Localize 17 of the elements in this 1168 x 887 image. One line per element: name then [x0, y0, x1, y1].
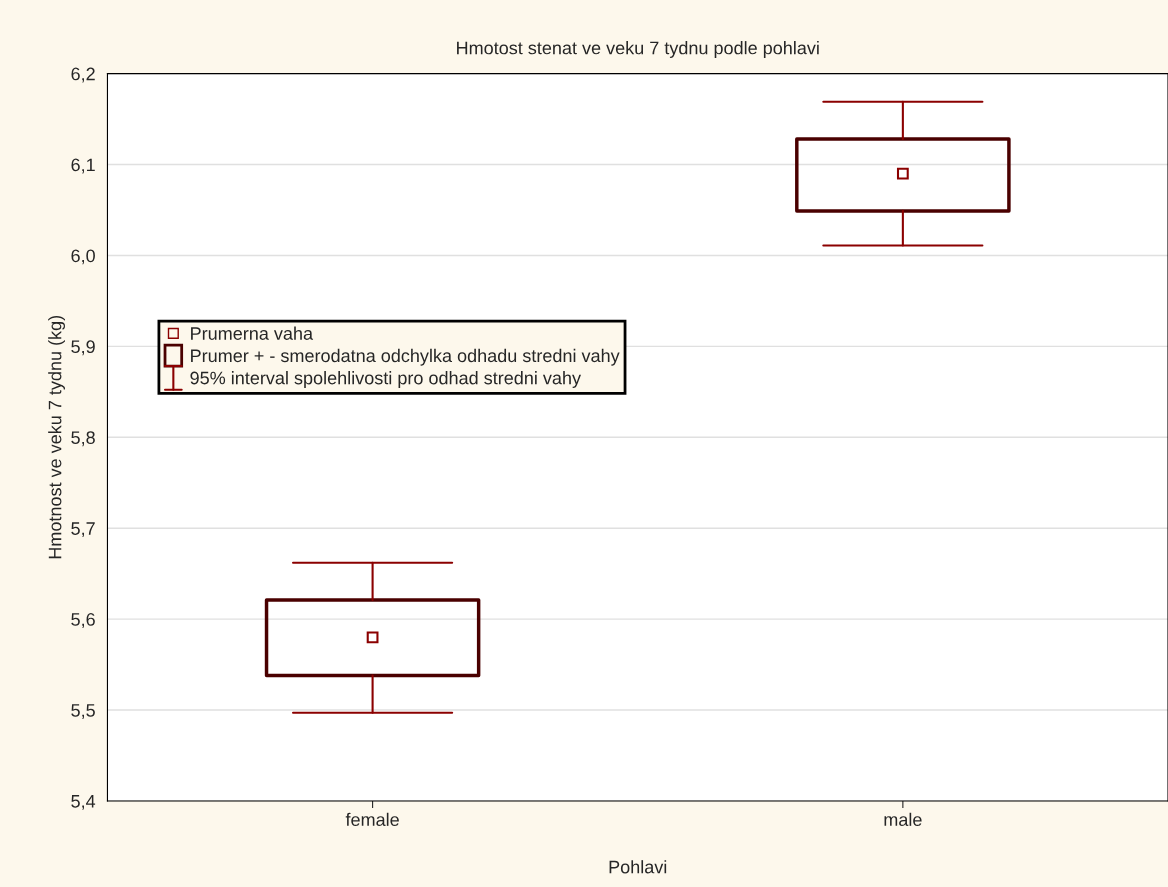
y-tick-label: 5,9	[71, 340, 95, 356]
y-tick-label: 5,8	[71, 431, 95, 447]
chart-title: Hmotost stenat ve veku 7 tydnu podle pohlavi	[457, 41, 819, 58]
annotation: Prumerna vaha	[191, 326, 314, 340]
y-tick-label: 5,4	[71, 795, 96, 810]
y-tick-label: 5,7	[71, 522, 95, 538]
y-tick-label: 6,1	[71, 158, 95, 174]
annotation: 95% interval spolehlivosti pro odhad stredni vahy	[190, 371, 581, 388]
y-tick-label: 5,6	[71, 613, 95, 628]
y-axis-title: Hmotnost ve veku 7 tydnu (kg)	[48, 315, 65, 559]
y-tick-label: 6,2	[71, 67, 95, 83]
y-tick-label: 5,5	[71, 704, 95, 719]
x-axis-title: Pohlavi	[609, 860, 667, 874]
annotation: Prumer + - smerodatna odchylka odhadu stredni vahy	[191, 348, 620, 366]
x-tick-label: female	[345, 812, 399, 827]
x-tick-label: male	[884, 812, 922, 827]
y-tick-label: 6,0	[71, 249, 95, 265]
